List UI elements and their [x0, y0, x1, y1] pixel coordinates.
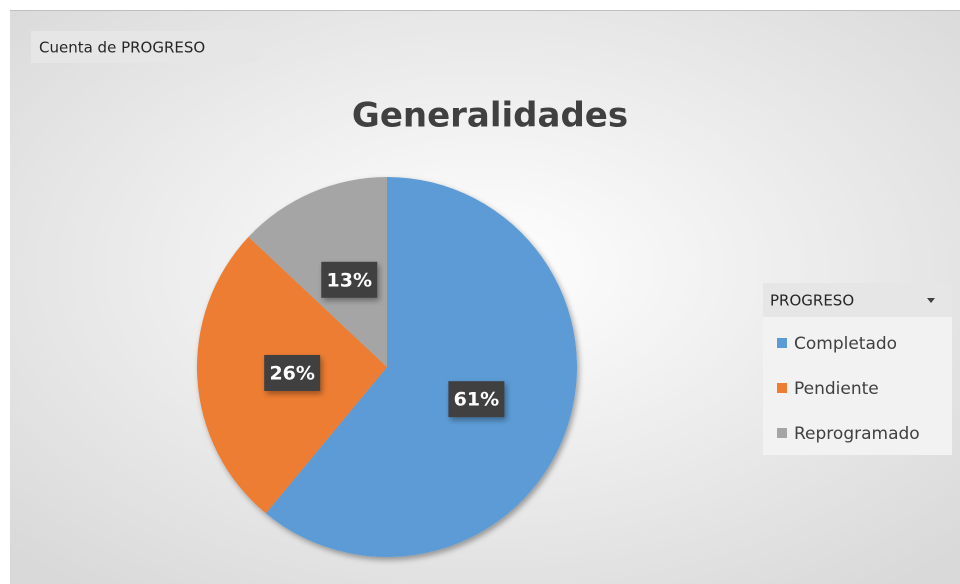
legend-label[interactable]: Pendiente: [794, 379, 879, 399]
field-button-label: Cuenta de PROGRESO: [39, 39, 205, 57]
legend-swatch[interactable]: [777, 338, 787, 348]
data-label: 26%: [269, 362, 314, 384]
legend-label[interactable]: Completado: [794, 334, 897, 354]
chart-title: Generalidades: [352, 96, 628, 136]
legend-label[interactable]: Reprogramado: [794, 424, 920, 444]
pie-slice: [248, 177, 387, 367]
legend-swatch[interactable]: [777, 428, 787, 438]
dropdown-arrow[interactable]: [927, 298, 935, 303]
data-label-box: [448, 381, 505, 418]
legend-title: PROGRESO: [770, 292, 854, 310]
field-button[interactable]: [31, 31, 257, 63]
data-label-box: [321, 261, 378, 298]
data-label: 61%: [454, 389, 499, 411]
data-labels: 61% 26% 13%: [264, 261, 505, 418]
data-label-box: [264, 354, 321, 391]
pie-slice: [265, 177, 577, 557]
legend-header[interactable]: [763, 283, 952, 317]
pie: [196, 177, 577, 557]
legend-swatch[interactable]: [777, 383, 787, 393]
data-label: 13%: [327, 269, 372, 291]
